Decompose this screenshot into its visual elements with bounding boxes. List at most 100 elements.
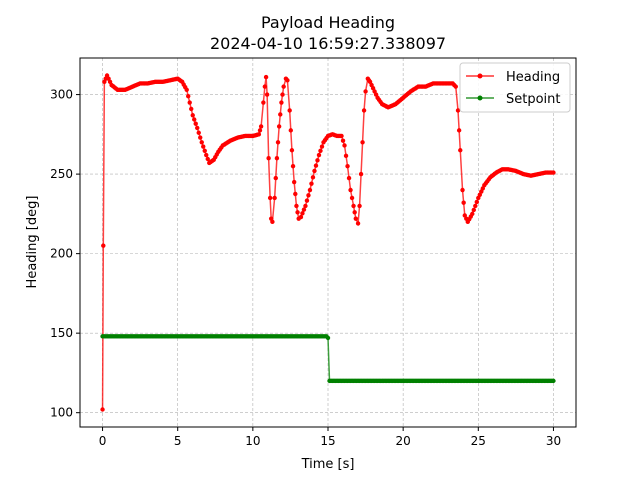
data-point-heading xyxy=(100,407,105,412)
x-tick-label: 0 xyxy=(99,434,107,448)
data-point-heading xyxy=(348,187,353,193)
data-point-heading xyxy=(357,203,362,209)
data-point-heading xyxy=(312,168,317,174)
data-point-heading xyxy=(352,210,357,215)
data-point-heading xyxy=(187,100,192,105)
data-point-heading xyxy=(202,148,207,153)
data-point-heading xyxy=(288,128,293,133)
y-axis-label: Heading [deg] xyxy=(25,196,40,289)
data-point-heading xyxy=(360,140,365,145)
data-point-setpoint xyxy=(551,378,556,384)
axis-ticks: 0 5 10 15 20 25 30 100 150 200 250 300 xyxy=(50,88,561,448)
data-point-heading xyxy=(204,152,209,158)
data-point-heading xyxy=(310,175,316,180)
data-point-heading xyxy=(316,152,322,158)
data-point-heading xyxy=(205,156,210,162)
x-tick-label: 10 xyxy=(245,434,260,448)
data-point-heading xyxy=(353,216,359,221)
data-point-heading xyxy=(453,84,458,89)
plot-series xyxy=(100,73,556,412)
data-point-heading xyxy=(349,195,355,201)
data-point-heading xyxy=(474,199,479,205)
data-point-heading xyxy=(298,214,304,220)
x-axis-label: Time [s] xyxy=(301,457,355,472)
data-point-heading xyxy=(276,124,282,129)
data-point-heading xyxy=(470,211,475,217)
data-point-heading xyxy=(458,148,463,153)
data-point-heading xyxy=(301,207,307,212)
series-setpoint xyxy=(100,334,556,384)
data-point-heading xyxy=(300,211,305,216)
y-tick-label: 250 xyxy=(50,167,73,181)
data-point-heading xyxy=(339,133,344,139)
data-point-heading xyxy=(351,203,356,209)
data-point-heading xyxy=(361,108,367,113)
data-point-heading xyxy=(358,171,364,177)
data-point-heading xyxy=(295,210,300,215)
data-point-heading xyxy=(343,153,349,159)
data-point-heading xyxy=(281,84,286,89)
y-tick-label: 300 xyxy=(50,88,73,102)
data-point-heading xyxy=(261,100,266,105)
data-point-heading xyxy=(184,87,189,93)
legend-setpoint-label: Setpoint xyxy=(506,92,561,107)
data-point-heading xyxy=(318,148,323,153)
data-point-heading xyxy=(319,144,325,149)
data-point-heading xyxy=(294,203,299,209)
data-point-heading xyxy=(263,74,269,80)
legend-heading-marker xyxy=(477,73,483,79)
data-point-heading xyxy=(303,203,308,209)
data-point-heading xyxy=(355,221,361,226)
data-point-heading xyxy=(195,125,200,131)
data-point-heading xyxy=(186,93,191,99)
data-point-heading xyxy=(291,179,297,185)
data-point-heading xyxy=(551,170,556,175)
grid xyxy=(80,58,576,427)
data-point-heading xyxy=(461,200,466,205)
data-point-setpoint xyxy=(325,335,331,341)
data-point-heading xyxy=(192,117,197,122)
data-point-heading xyxy=(293,191,298,197)
data-point-heading xyxy=(262,84,268,89)
legend-heading-label: Heading xyxy=(506,70,560,85)
data-point-heading xyxy=(258,124,264,129)
data-point-heading xyxy=(342,143,347,148)
data-point-heading xyxy=(306,193,311,198)
y-tick-label: 200 xyxy=(50,247,73,261)
data-point-heading xyxy=(101,243,106,248)
data-point-heading xyxy=(340,138,346,143)
data-point-heading xyxy=(363,89,368,94)
data-point-heading xyxy=(346,175,352,181)
data-point-heading xyxy=(257,128,263,133)
data-point-heading xyxy=(280,92,285,97)
data-point-heading xyxy=(315,158,320,163)
data-point-heading xyxy=(267,195,273,201)
data-point-heading xyxy=(279,100,284,105)
data-point-heading xyxy=(274,156,280,161)
data-point-heading xyxy=(307,187,313,193)
data-point-heading xyxy=(285,78,290,83)
data-point-heading xyxy=(256,132,262,137)
data-point-heading xyxy=(266,156,271,161)
data-point-heading xyxy=(196,130,201,135)
data-point-heading xyxy=(201,144,206,149)
y-tick-label: 100 xyxy=(50,406,73,420)
data-point-heading xyxy=(193,121,198,126)
data-point-heading xyxy=(460,187,465,193)
data-point-heading xyxy=(199,140,204,145)
data-point-heading xyxy=(289,148,295,153)
y-tick-label: 150 xyxy=(50,326,73,340)
data-point-heading xyxy=(304,198,310,203)
data-point-heading xyxy=(272,195,277,201)
data-point-heading xyxy=(275,140,281,145)
data-point-heading xyxy=(264,92,270,97)
series-heading xyxy=(100,73,556,412)
x-tick-label: 20 xyxy=(396,434,411,448)
data-point-heading xyxy=(270,219,275,225)
data-point-heading xyxy=(287,108,292,113)
x-tick-label: 5 xyxy=(174,434,182,448)
data-point-heading xyxy=(278,112,283,117)
x-tick-label: 15 xyxy=(320,434,335,448)
data-point-heading xyxy=(471,207,476,213)
data-point-heading xyxy=(309,181,314,186)
